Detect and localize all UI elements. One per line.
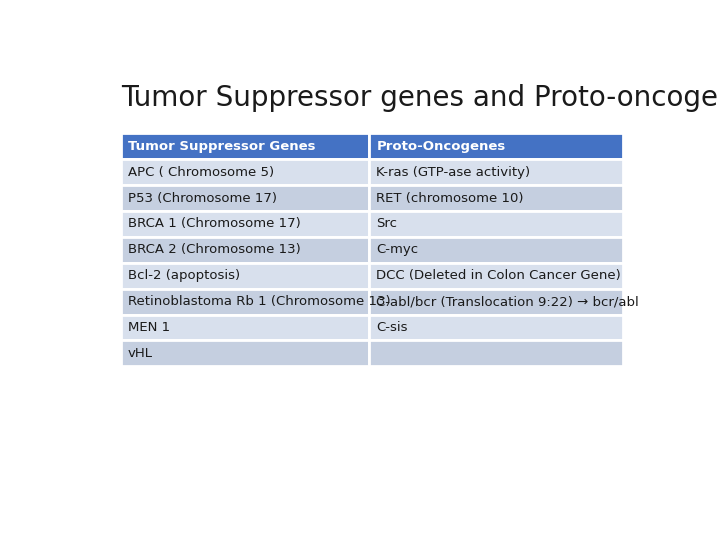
Bar — [369, 159, 623, 185]
Bar — [369, 314, 623, 340]
Bar — [369, 263, 623, 289]
Bar — [121, 133, 369, 159]
Bar — [369, 185, 623, 211]
Bar — [369, 211, 623, 237]
Text: Bcl-2 (apoptosis): Bcl-2 (apoptosis) — [128, 269, 240, 282]
Text: Tumor Suppressor Genes: Tumor Suppressor Genes — [128, 140, 315, 153]
Bar — [121, 185, 369, 211]
Bar — [121, 340, 369, 366]
Bar — [369, 133, 623, 159]
Text: APC ( Chromosome 5): APC ( Chromosome 5) — [128, 166, 274, 179]
Text: BRCA 1 (Chromosome 17): BRCA 1 (Chromosome 17) — [128, 218, 301, 231]
Text: MEN 1: MEN 1 — [128, 321, 170, 334]
Bar — [369, 289, 623, 314]
Text: vHL: vHL — [128, 347, 153, 360]
Text: K-ras (GTP-ase activity): K-ras (GTP-ase activity) — [377, 166, 531, 179]
Text: DCC (Deleted in Colon Cancer Gene): DCC (Deleted in Colon Cancer Gene) — [377, 269, 621, 282]
Bar — [121, 263, 369, 289]
Bar — [121, 289, 369, 314]
Text: P53 (Chromosome 17): P53 (Chromosome 17) — [128, 192, 277, 205]
Bar — [369, 237, 623, 263]
Text: C-sis: C-sis — [377, 321, 408, 334]
Text: C-myc: C-myc — [377, 244, 418, 256]
Text: BRCA 2 (Chromosome 13): BRCA 2 (Chromosome 13) — [128, 244, 301, 256]
Bar — [121, 237, 369, 263]
Text: Tumor Suppressor genes and Proto-oncogenes: Tumor Suppressor genes and Proto-oncogen… — [121, 84, 720, 112]
Text: RET (chromosome 10): RET (chromosome 10) — [377, 192, 523, 205]
Text: C-abl/bcr (Translocation 9:22) → bcr/abl: C-abl/bcr (Translocation 9:22) → bcr/abl — [377, 295, 639, 308]
Text: Retinoblastoma Rb 1 (Chromosome 13): Retinoblastoma Rb 1 (Chromosome 13) — [128, 295, 390, 308]
Bar — [121, 211, 369, 237]
Text: Src: Src — [377, 218, 397, 231]
Bar — [121, 159, 369, 185]
Bar — [121, 314, 369, 340]
Bar — [369, 340, 623, 366]
Text: Proto-Oncogenes: Proto-Oncogenes — [377, 140, 505, 153]
